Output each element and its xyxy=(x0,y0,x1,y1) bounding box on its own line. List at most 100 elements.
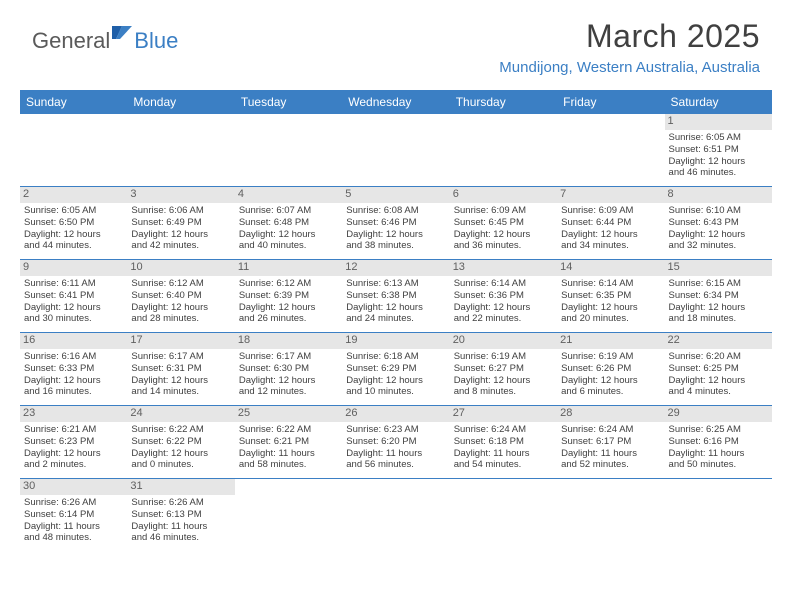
day-number: 2 xyxy=(20,187,127,203)
calendar-day: 22 Sunrise: 6:20 AMSunset: 6:25 PMDayligh… xyxy=(665,333,772,405)
sunrise-text: Sunrise: 6:14 AM xyxy=(561,278,660,290)
daylight-text: Daylight: 12 hours xyxy=(24,302,123,314)
calendar-day-empty xyxy=(342,479,449,551)
calendar-day: 9Sunrise: 6:11 AMSunset: 6:41 PMDaylight… xyxy=(20,260,127,332)
daylight-text: Daylight: 12 hours xyxy=(131,375,230,387)
sunrise-text: Sunrise: 6:10 AM xyxy=(669,205,768,217)
day-number: 17 xyxy=(127,333,234,349)
day-number: 18 xyxy=(235,333,342,349)
day-number: 21 xyxy=(557,333,664,349)
daylight-text: and 52 minutes. xyxy=(561,459,660,471)
day-number: 31 xyxy=(127,479,234,495)
day-number: 7 xyxy=(557,187,664,203)
daylight-text: and 10 minutes. xyxy=(346,386,445,398)
sunrise-text: Sunrise: 6:18 AM xyxy=(346,351,445,363)
day-number: 11 xyxy=(235,260,342,276)
day-number: 30 xyxy=(20,479,127,495)
day-number: 14 xyxy=(557,260,664,276)
sunset-text: Sunset: 6:48 PM xyxy=(239,217,338,229)
title-block: March 2025 Mundijong, Western Australia,… xyxy=(499,18,760,76)
logo-flag-icon xyxy=(112,24,134,47)
daylight-text: and 4 minutes. xyxy=(669,386,768,398)
calendar-day: 16Sunrise: 6:16 AMSunset: 6:33 PMDayligh… xyxy=(20,333,127,405)
sunrise-text: Sunrise: 6:15 AM xyxy=(669,278,768,290)
daylight-text: and 24 minutes. xyxy=(346,313,445,325)
sunrise-text: Sunrise: 6:17 AM xyxy=(239,351,338,363)
calendar-day-empty xyxy=(557,114,664,186)
calendar-day: 25Sunrise: 6:22 AMSunset: 6:21 PMDayligh… xyxy=(235,406,342,478)
daylight-text: Daylight: 12 hours xyxy=(24,448,123,460)
daylight-text: and 34 minutes. xyxy=(561,240,660,252)
calendar-day: 11 Sunrise: 6:12 AMSunset: 6:39 PMDayligh… xyxy=(235,260,342,332)
sunset-text: Sunset: 6:22 PM xyxy=(131,436,230,448)
sunset-text: Sunset: 6:18 PM xyxy=(454,436,553,448)
location-label: Mundijong, Western Australia, Australia xyxy=(499,59,760,76)
sunset-text: Sunset: 6:17 PM xyxy=(561,436,660,448)
sunrise-text: Sunrise: 6:20 AM xyxy=(669,351,768,363)
day-header-cell: Sunday xyxy=(20,90,127,114)
sunset-text: Sunset: 6:49 PM xyxy=(131,217,230,229)
sunrise-text: Sunrise: 6:22 AM xyxy=(131,424,230,436)
daylight-text: and 46 minutes. xyxy=(669,167,768,179)
daylight-text: and 56 minutes. xyxy=(346,459,445,471)
page-title: March 2025 xyxy=(499,18,760,55)
sunset-text: Sunset: 6:39 PM xyxy=(239,290,338,302)
daylight-text: and 18 minutes. xyxy=(669,313,768,325)
calendar-day: 24Sunrise: 6:22 AMSunset: 6:22 PMDayligh… xyxy=(127,406,234,478)
sunset-text: Sunset: 6:20 PM xyxy=(346,436,445,448)
calendar-day-empty xyxy=(450,114,557,186)
sunset-text: Sunset: 6:36 PM xyxy=(454,290,553,302)
sunrise-text: Sunrise: 6:16 AM xyxy=(24,351,123,363)
daylight-text: and 16 minutes. xyxy=(24,386,123,398)
sunset-text: Sunset: 6:26 PM xyxy=(561,363,660,375)
day-number: 27 xyxy=(450,406,557,422)
sunrise-text: Sunrise: 6:12 AM xyxy=(239,278,338,290)
day-number: 4 xyxy=(235,187,342,203)
sunrise-text: Sunrise: 6:24 AM xyxy=(561,424,660,436)
calendar-day: 26Sunrise: 6:23 AMSunset: 6:20 PMDayligh… xyxy=(342,406,449,478)
sunset-text: Sunset: 6:34 PM xyxy=(669,290,768,302)
day-number: 28 xyxy=(557,406,664,422)
calendar-day: 8Sunrise: 6:10 AMSunset: 6:43 PMDaylight… xyxy=(665,187,772,259)
daylight-text: and 2 minutes. xyxy=(24,459,123,471)
calendar-week: 30Sunrise: 6:26 AMSunset: 6:14 PMDayligh… xyxy=(20,479,772,551)
daylight-text: Daylight: 12 hours xyxy=(239,375,338,387)
sunrise-text: Sunrise: 6:19 AM xyxy=(561,351,660,363)
sunrise-text: Sunrise: 6:19 AM xyxy=(454,351,553,363)
calendar-week: 9Sunrise: 6:11 AMSunset: 6:41 PMDaylight… xyxy=(20,260,772,333)
calendar-day-empty xyxy=(450,479,557,551)
logo-text-blue: Blue xyxy=(134,28,178,54)
calendar-day-empty xyxy=(235,114,342,186)
day-header-cell: Saturday xyxy=(665,90,772,114)
calendar-day: 1Sunrise: 6:05 AMSunset: 6:51 PMDaylight… xyxy=(665,114,772,186)
calendar-day-empty xyxy=(127,114,234,186)
day-header-cell: Thursday xyxy=(450,90,557,114)
sunrise-text: Sunrise: 6:22 AM xyxy=(239,424,338,436)
sunset-text: Sunset: 6:46 PM xyxy=(346,217,445,229)
daylight-text: and 54 minutes. xyxy=(454,459,553,471)
sunrise-text: Sunrise: 6:12 AM xyxy=(131,278,230,290)
daylight-text: Daylight: 12 hours xyxy=(239,302,338,314)
day-number: 22 xyxy=(665,333,772,349)
daylight-text: and 36 minutes. xyxy=(454,240,553,252)
logo-text-general: General xyxy=(32,28,110,54)
day-number: 29 xyxy=(665,406,772,422)
sunset-text: Sunset: 6:13 PM xyxy=(131,509,230,521)
day-number: 10 xyxy=(127,260,234,276)
day-number: 15 xyxy=(665,260,772,276)
daylight-text: Daylight: 12 hours xyxy=(239,229,338,241)
sunset-text: Sunset: 6:25 PM xyxy=(669,363,768,375)
daylight-text: and 44 minutes. xyxy=(24,240,123,252)
day-number: 8 xyxy=(665,187,772,203)
sunset-text: Sunset: 6:51 PM xyxy=(669,144,768,156)
daylight-text: Daylight: 12 hours xyxy=(454,375,553,387)
sunset-text: Sunset: 6:16 PM xyxy=(669,436,768,448)
sunset-text: Sunset: 6:43 PM xyxy=(669,217,768,229)
calendar-day: 2Sunrise: 6:05 AMSunset: 6:50 PMDaylight… xyxy=(20,187,127,259)
daylight-text: Daylight: 12 hours xyxy=(669,375,768,387)
daylight-text: Daylight: 12 hours xyxy=(561,375,660,387)
sunset-text: Sunset: 6:33 PM xyxy=(24,363,123,375)
calendar-day: 19Sunrise: 6:18 AMSunset: 6:29 PMDayligh… xyxy=(342,333,449,405)
sunrise-text: Sunrise: 6:23 AM xyxy=(346,424,445,436)
sunrise-text: Sunrise: 6:08 AM xyxy=(346,205,445,217)
